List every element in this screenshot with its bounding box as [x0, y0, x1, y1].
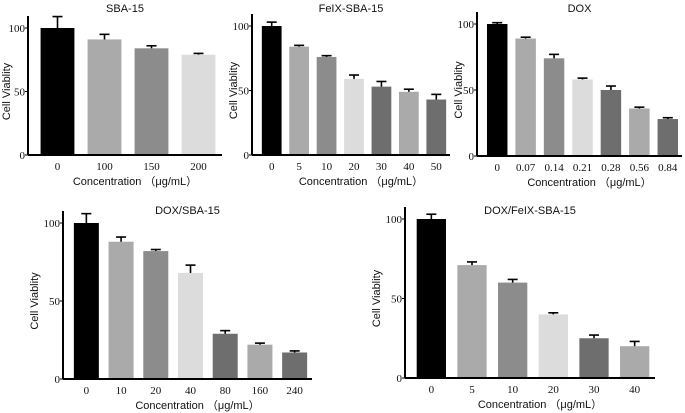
x-tick-label: 40	[185, 385, 197, 397]
bar	[289, 46, 310, 155]
bar	[108, 241, 134, 379]
bar	[344, 78, 364, 155]
bar	[398, 91, 419, 155]
x-tick-label: 0.56	[630, 162, 650, 174]
chart-panel-4: DOX/SBA-15 0 10 20 40 80 160 240 0 50 100 Concentra…	[29, 205, 312, 412]
x-tick-label: 50	[431, 161, 443, 173]
x-tick-label: 100	[96, 161, 113, 173]
x-tick-label: 30	[589, 384, 601, 396]
y-tick-label: 0	[20, 150, 26, 162]
x-tick-label: 20	[150, 385, 162, 397]
bar	[572, 79, 593, 156]
x-axis-label: Concentration （μg/mL）	[299, 175, 423, 188]
bar	[316, 56, 337, 155]
chart-title: DOX/FeIX-SBA-15	[484, 205, 576, 217]
bar	[629, 108, 650, 156]
chart-title: DOX/SBA-15	[155, 205, 220, 217]
x-tick-label: 160	[252, 385, 269, 397]
x-tick-label: 10	[507, 384, 519, 396]
y-tick-label: 0	[244, 150, 250, 162]
bar	[261, 26, 282, 155]
x-tick-label: 150	[143, 161, 160, 173]
bar	[538, 314, 568, 378]
y-axis-label: Cell Viablity	[29, 272, 41, 330]
x-tick-label: 20	[349, 161, 361, 173]
x-tick-label: 0	[84, 385, 90, 397]
y-tick-label: 100	[233, 21, 250, 33]
bar	[181, 54, 216, 155]
bar	[416, 219, 446, 378]
bar	[579, 338, 609, 378]
bar	[515, 38, 536, 156]
x-tick-label: 0	[55, 161, 61, 173]
y-tick-label: 100	[386, 214, 403, 226]
x-tick-label: 0.14	[544, 162, 564, 174]
bar	[486, 24, 508, 156]
bar	[143, 251, 169, 379]
bar	[498, 282, 528, 378]
x-tick-label: 10	[321, 161, 333, 173]
bar	[543, 58, 565, 156]
x-tick-label: 200	[190, 161, 207, 173]
x-tick-label: 0.28	[601, 162, 621, 174]
y-axis-label: Cell Viablity	[453, 61, 465, 119]
bar	[212, 333, 238, 379]
chart-title: DOX	[568, 3, 593, 15]
bar	[620, 346, 650, 378]
x-tick-label: 40	[403, 161, 415, 173]
bar	[40, 28, 75, 155]
y-tick-label: 0	[469, 151, 475, 163]
chart-panel-2: FeIX-SBA-15 0 5 10 20 30 40 50 0 50 100 Concentrati…	[228, 3, 450, 188]
y-tick-label: 50	[49, 296, 61, 308]
x-axis-label: Concentration （μg/mL）	[135, 399, 259, 412]
x-tick-label: 0.84	[658, 162, 678, 174]
y-tick-label: 100	[458, 19, 475, 31]
chart-title: SBA-15	[106, 3, 144, 15]
x-tick-label: 20	[548, 384, 560, 396]
y-tick-label: 0	[397, 373, 403, 385]
x-tick-label: 0.21	[573, 162, 592, 174]
bar	[426, 99, 447, 155]
chart-title: FeIX-SBA-15	[319, 3, 384, 15]
y-tick-label: 100	[9, 23, 26, 35]
x-axis-label: Concentration （μg/mL）	[73, 175, 197, 188]
chart-panel-3: DOX 0 0.07 0.14 0.21 0.28 0.56 0.84 0 50 100 Concen…	[453, 3, 682, 189]
x-tick-label: 80	[220, 385, 232, 397]
bar	[134, 48, 169, 155]
bar	[73, 223, 99, 379]
y-tick-label: 100	[44, 218, 61, 230]
x-tick-label: 0	[429, 384, 435, 396]
x-tick-label: 5	[469, 384, 475, 396]
chart-panel-5: DOX/FeIX-SBA-15 0 5 10 20 30 40 0 50 100 Concentra…	[371, 205, 655, 411]
y-axis-label: Cell Viablity	[371, 269, 383, 327]
bar	[657, 119, 679, 156]
bar	[600, 90, 622, 156]
x-tick-label: 10	[116, 385, 128, 397]
x-tick-label: 240	[286, 385, 303, 397]
x-tick-label: 0	[269, 161, 275, 173]
x-tick-label: 5	[296, 161, 302, 173]
x-axis-label: Concentration （μg/mL）	[478, 398, 602, 411]
x-tick-label: 30	[376, 161, 388, 173]
bar	[178, 272, 203, 379]
bar	[371, 86, 392, 155]
y-axis-label: Cell Viablity	[1, 62, 13, 120]
y-axis-label: Cell Viablity	[228, 61, 240, 119]
chart-panel-1: SBA-15 0 100 150 200 0 50 100 Concentration （μg/…	[1, 3, 222, 188]
bar	[247, 344, 273, 379]
x-tick-label: 0	[494, 162, 500, 174]
bar	[87, 39, 122, 155]
y-tick-label: 0	[55, 374, 61, 386]
y-tick-label: 50	[14, 87, 26, 99]
y-tick-label: 50	[391, 294, 403, 306]
y-tick-label: 50	[238, 86, 250, 98]
bar	[282, 352, 308, 379]
x-tick-label: 0.07	[516, 162, 536, 174]
y-tick-label: 50	[463, 85, 475, 97]
bar	[457, 265, 487, 378]
x-tick-label: 40	[629, 384, 641, 396]
x-axis-label: Concentration （μg/mL）	[527, 176, 651, 189]
